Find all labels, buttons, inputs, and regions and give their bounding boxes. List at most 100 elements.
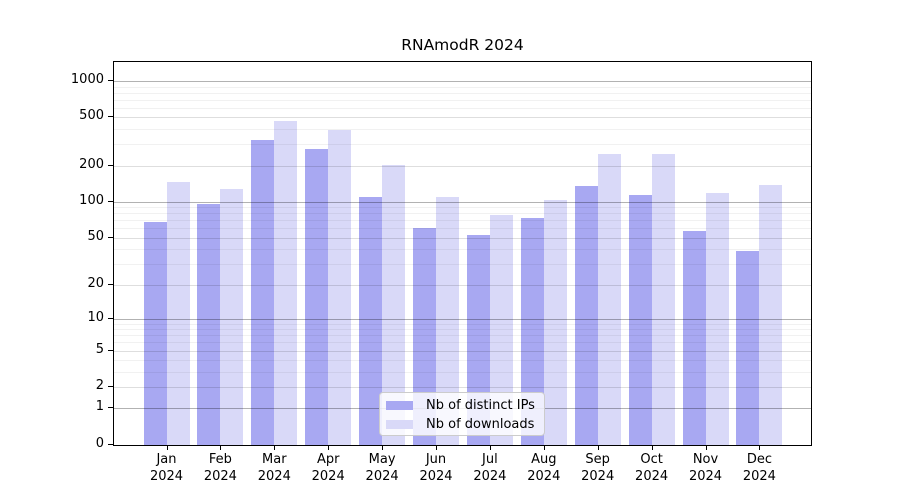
bar-nb-of-downloads-mar xyxy=(274,120,298,445)
bar-nb-of-downloads-dec xyxy=(759,185,783,445)
x-tick-label: May 2024 xyxy=(365,452,399,484)
minor-gridline xyxy=(114,92,811,94)
x-tick-label: Apr 2024 xyxy=(311,452,345,484)
bar-nb-of-downloads-oct xyxy=(651,154,675,445)
y-tick-label: 50 xyxy=(87,228,104,244)
bar-nb-of-distinct-ips-jun xyxy=(413,228,436,445)
x-tick-label: Jul 2024 xyxy=(473,452,507,484)
x-tick-label: Jun 2024 xyxy=(419,452,453,484)
x-tick-mark xyxy=(489,445,491,450)
x-tick-mark xyxy=(705,445,707,450)
bar-nb-of-downloads-aug xyxy=(543,200,567,445)
minor-gridline xyxy=(114,99,811,101)
y-tick-label: 10 xyxy=(87,309,104,325)
x-tick-label: Sep 2024 xyxy=(581,452,615,484)
legend-swatch-nb-of-downloads xyxy=(386,420,413,429)
bar-nb-of-downloads-apr xyxy=(328,130,352,445)
minor-gridline xyxy=(114,249,811,251)
y-tick-mark xyxy=(108,164,113,166)
x-tick-mark xyxy=(436,445,437,450)
bar-nb-of-distinct-ips-dec xyxy=(736,250,760,445)
y-tick-label: 1 xyxy=(95,399,104,415)
bar-nb-of-downloads-jun xyxy=(436,196,459,445)
bar-nb-of-distinct-ips-mar xyxy=(251,140,275,445)
mid-gridline xyxy=(114,350,811,352)
y-tick-mark xyxy=(108,349,113,351)
plot-area xyxy=(113,61,812,446)
x-tick-mark xyxy=(651,445,653,450)
bar-nb-of-distinct-ips-apr xyxy=(305,149,329,445)
y-tick-label: 1000 xyxy=(70,72,104,87)
x-tick-mark xyxy=(166,445,168,450)
major-gridline xyxy=(114,201,811,203)
mid-gridline xyxy=(114,284,811,286)
x-tick-label: Aug 2024 xyxy=(527,452,561,484)
legend-label: Nb of downloads xyxy=(426,417,535,432)
bar-nb-of-distinct-ips-sep xyxy=(574,185,598,445)
y-tick-mark xyxy=(108,200,113,202)
y-tick-label: 0 xyxy=(95,436,104,451)
x-tick-mark xyxy=(328,445,330,450)
y-tick-mark xyxy=(108,317,113,319)
x-tick-mark xyxy=(597,445,599,450)
x-tick-label: Dec 2024 xyxy=(742,452,776,484)
minor-gridline xyxy=(114,371,811,373)
y-tick-label: 2 xyxy=(95,378,104,394)
legend-row: Nb of downloads xyxy=(386,415,544,434)
x-tick-label: Mar 2024 xyxy=(257,452,291,484)
minor-gridline xyxy=(114,335,811,337)
legend: Nb of distinct IPs Nb of downloads xyxy=(379,392,545,436)
bar-nb-of-distinct-ips-nov xyxy=(682,231,706,445)
bar-nb-of-downloads-jan xyxy=(166,182,190,445)
minor-gridline xyxy=(114,86,811,88)
bar-nb-of-distinct-ips-may xyxy=(359,196,383,445)
minor-gridline xyxy=(114,323,811,325)
bar-nb-of-downloads-feb xyxy=(220,189,244,445)
y-tick-mark xyxy=(108,407,113,409)
minor-gridline xyxy=(114,264,811,266)
y-tick-mark xyxy=(108,236,113,238)
bar-nb-of-downloads-may xyxy=(382,165,406,445)
y-tick-label: 5 xyxy=(95,341,104,357)
bar-nb-of-distinct-ips-aug xyxy=(520,217,544,445)
chart-title: RNAmodR 2024 xyxy=(401,36,524,54)
y-tick-label: 20 xyxy=(87,275,104,291)
y-tick-mark xyxy=(108,283,113,285)
legend-row: Nb of distinct IPs xyxy=(386,396,544,415)
minor-gridline xyxy=(114,228,811,230)
x-tick-label: Oct 2024 xyxy=(635,452,669,484)
minor-gridline xyxy=(114,220,811,222)
minor-gridline xyxy=(114,207,811,209)
x-tick-label: Nov 2024 xyxy=(688,452,723,484)
x-tick-mark xyxy=(759,445,761,450)
bar-nb-of-downloads-jul xyxy=(489,214,513,445)
mid-gridline xyxy=(114,165,811,167)
minor-gridline xyxy=(114,329,811,331)
x-tick-mark xyxy=(382,445,384,450)
minor-gridline xyxy=(114,129,811,131)
bar-nb-of-downloads-nov xyxy=(705,192,729,445)
minor-gridline xyxy=(114,360,811,362)
y-tick-mark xyxy=(108,80,113,81)
bar-nb-of-distinct-ips-feb xyxy=(197,203,221,445)
x-tick-mark xyxy=(543,445,545,450)
y-tick-mark xyxy=(108,444,113,445)
y-tick-label: 100 xyxy=(79,192,104,208)
y-tick-label: 500 xyxy=(79,108,104,124)
major-gridline xyxy=(114,318,811,320)
minor-gridline xyxy=(114,342,811,344)
minor-gridline xyxy=(114,213,811,215)
y-tick-label: 200 xyxy=(79,156,104,172)
mid-gridline xyxy=(114,237,811,239)
x-tick-mark xyxy=(220,445,222,450)
mid-gridline xyxy=(114,387,811,389)
y-tick-mark xyxy=(108,116,113,118)
x-tick-label: Jan 2024 xyxy=(149,452,184,484)
legend-swatch-nb-of-distinct-ips xyxy=(386,401,413,410)
major-gridline xyxy=(114,81,811,82)
y-tick-mark xyxy=(108,386,113,388)
legend-label: Nb of distinct IPs xyxy=(426,398,535,413)
mid-gridline xyxy=(114,117,811,119)
minor-gridline xyxy=(114,144,811,146)
